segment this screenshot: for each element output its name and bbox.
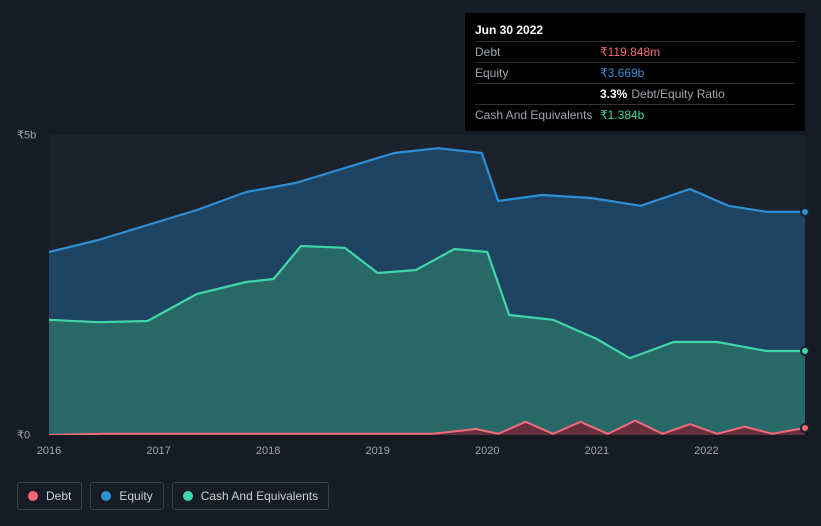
tooltip-panel: Jun 30 2022 Debt₹119.848mEquity₹3.669b3.… [465,13,805,131]
y-axis-labels: ₹5b ₹0 [17,125,47,440]
x-tick-label: 2016 [37,445,61,457]
tooltip-row-label [475,87,600,101]
tooltip-row-label: Equity [475,66,600,80]
legend-item[interactable]: Cash And Equivalents [172,482,329,510]
tooltip-row: Debt₹119.848m [475,41,795,62]
tooltip-row: Equity₹3.669b [475,62,795,83]
tooltip-row: 3.3% Debt/Equity Ratio [475,83,795,104]
tooltip-row-value: ₹119.848m [600,45,660,59]
tooltip-row-label: Debt [475,45,600,59]
legend-swatch [183,491,193,501]
tooltip-ratio-label: Debt/Equity Ratio [631,87,724,101]
chart: ₹5b₹0 2016201720182019202020212022 [17,125,805,440]
legend-swatch [28,491,38,501]
plot-area [49,135,805,435]
series-end-dot [800,207,810,217]
legend-swatch [101,491,111,501]
series-end-dot [800,346,810,356]
tooltip-date: Jun 30 2022 [475,19,795,41]
tooltip-row-value: 3.3% [600,87,627,101]
legend-label: Cash And Equivalents [201,489,318,503]
series-end-dot [800,423,810,433]
legend-item[interactable]: Equity [90,482,163,510]
legend-label: Debt [46,489,71,503]
x-tick-label: 2022 [694,445,718,457]
y-tick-label: ₹5b [17,129,36,142]
legend-label: Equity [119,489,152,503]
x-axis-labels: 2016201720182019202020212022 [49,440,805,460]
y-tick-label: ₹0 [17,429,30,442]
x-tick-label: 2018 [256,445,280,457]
x-tick-label: 2019 [365,445,389,457]
x-tick-label: 2020 [475,445,499,457]
legend: Debt Equity Cash And Equivalents [17,482,329,510]
x-tick-label: 2017 [146,445,170,457]
tooltip-row: Cash And Equivalents₹1.384b [475,104,795,125]
legend-item[interactable]: Debt [17,482,82,510]
tooltip-row-value: ₹3.669b [600,66,644,80]
tooltip-row-label: Cash And Equivalents [475,108,600,122]
tooltip-row-value: ₹1.384b [600,108,644,122]
x-tick-label: 2021 [585,445,609,457]
